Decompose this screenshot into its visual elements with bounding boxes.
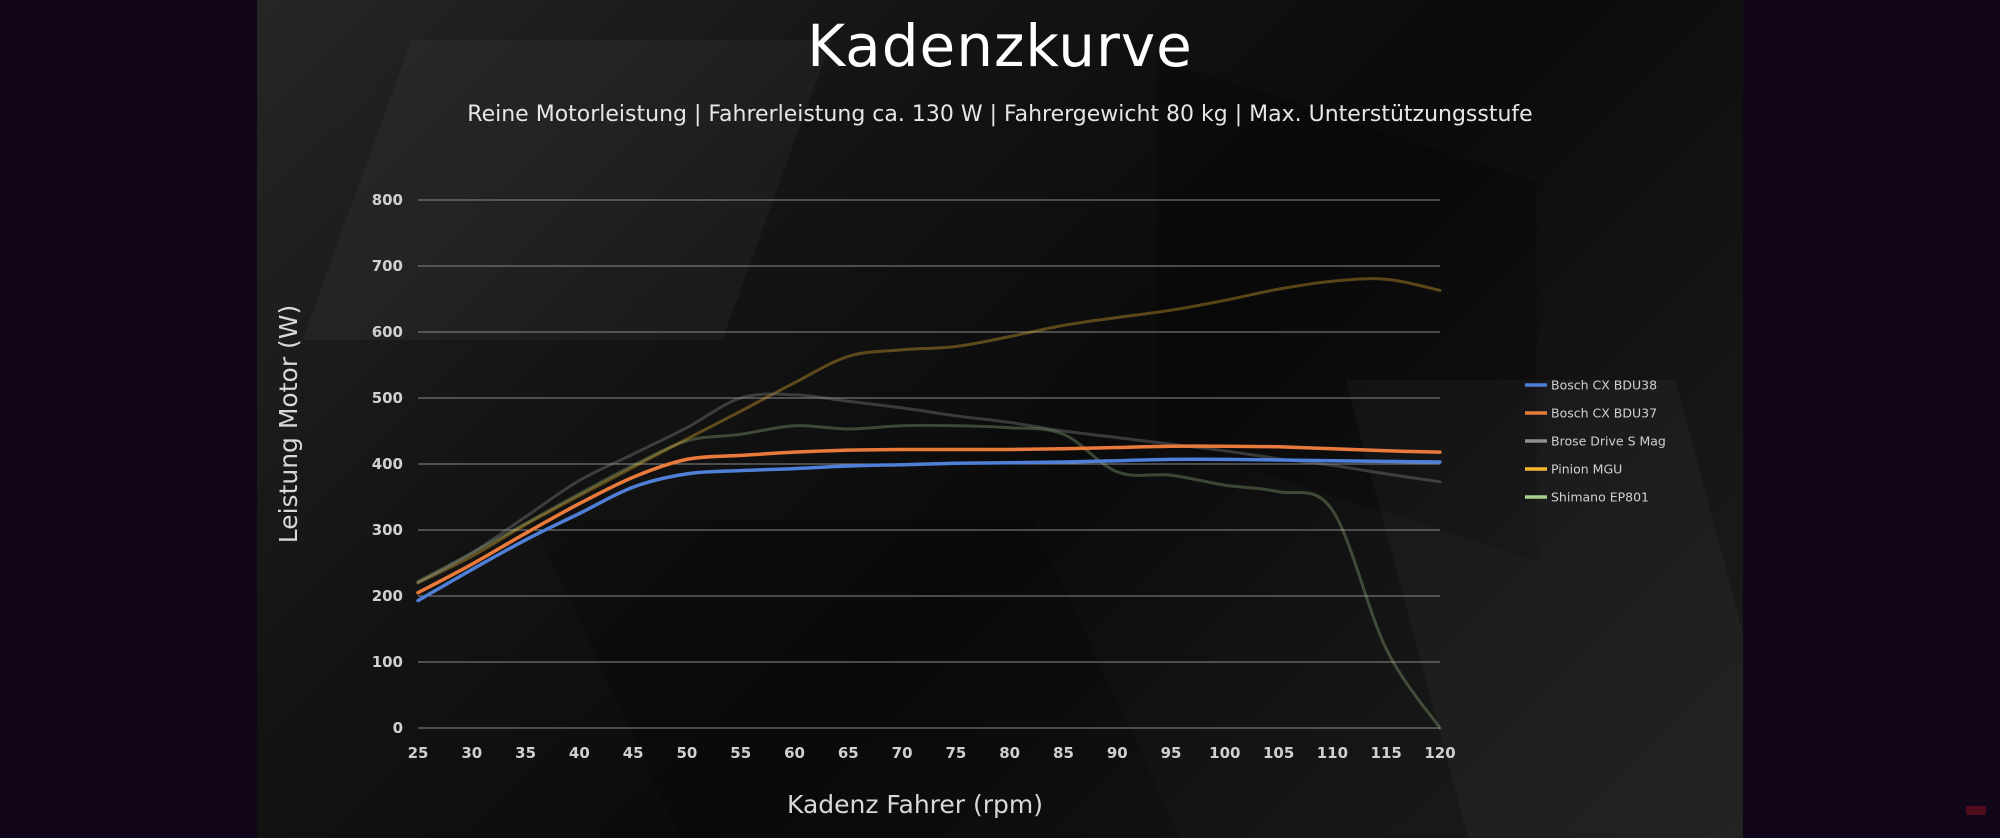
x-tick-label: 65 <box>838 744 859 762</box>
x-tick-label: 85 <box>1053 744 1074 762</box>
grid-lines <box>418 199 1440 729</box>
x-tick-label: 55 <box>730 744 751 762</box>
x-tick-label: 105 <box>1263 744 1294 762</box>
y-tick-label: 500 <box>372 389 403 407</box>
x-tick-labels: 25 30 35 40 45 50 55 60 65 70 75 80 85 90 95 100 105 110 1… <box>408 744 1456 762</box>
series-line-shimano-ep801 <box>416 423 1442 730</box>
x-tick-label: 120 <box>1424 744 1455 762</box>
x-tick-label: 45 <box>623 744 644 762</box>
legend: Bosch CX BDU38 Bosch CX BDU37 Brose Drive … <box>1525 378 1666 505</box>
y-tick-label: 300 <box>372 521 403 539</box>
legend-entry: Pinion MGU <box>1551 462 1622 477</box>
x-tick-label: 100 <box>1209 744 1240 762</box>
y-tick-labels: 0 100 200 300 400 500 600 700 800 <box>372 191 403 737</box>
y-tick-label: 700 <box>372 257 403 275</box>
x-tick-label: 40 <box>569 744 590 762</box>
x-axis-label: Kadenz Fahrer (rpm) <box>787 790 1043 819</box>
series-lines <box>416 277 1442 730</box>
x-tick-label: 30 <box>461 744 482 762</box>
chart-slide: Kadenzkurve Reine Motorleistung | Fahrer… <box>257 0 1743 838</box>
x-tick-label: 35 <box>515 744 536 762</box>
y-tick-label: 200 <box>372 587 403 605</box>
legend-entry: Shimano EP801 <box>1551 490 1649 505</box>
x-tick-label: 115 <box>1371 744 1402 762</box>
series-line-bosch-cx-bdu37 <box>416 444 1442 595</box>
x-tick-label: 110 <box>1317 744 1348 762</box>
x-tick-label: 50 <box>677 744 698 762</box>
x-tick-label: 75 <box>945 744 966 762</box>
y-tick-label: 600 <box>372 323 403 341</box>
x-tick-label: 80 <box>999 744 1020 762</box>
y-tick-label: 400 <box>372 455 403 473</box>
legend-entry: Brose Drive S Mag <box>1551 434 1666 449</box>
x-tick-label: 25 <box>408 744 429 762</box>
x-tick-label: 90 <box>1107 744 1128 762</box>
y-tick-label: 800 <box>372 191 403 209</box>
legend-entry: Bosch CX BDU37 <box>1551 406 1657 421</box>
corner-logo <box>1966 806 1986 815</box>
legend-entry: Bosch CX BDU38 <box>1551 378 1657 393</box>
x-tick-label: 70 <box>892 744 913 762</box>
x-tick-label: 60 <box>784 744 805 762</box>
y-tick-label: 100 <box>372 653 403 671</box>
chart-subtitle: Reine Motorleistung | Fahrerleistung ca.… <box>467 102 1533 127</box>
series-line-brose-drive-s-mag <box>416 392 1442 585</box>
y-axis-label: Leistung Motor (W) <box>274 305 303 544</box>
series-line-bosch-cx-bdu38 <box>416 457 1442 603</box>
chart-title: Kadenzkurve <box>807 12 1193 80</box>
y-tick-label: 0 <box>393 719 403 737</box>
line-chart: 0 100 200 300 400 500 600 700 800 25 30 35 40 45 50 55… <box>274 191 1666 819</box>
x-tick-label: 95 <box>1161 744 1182 762</box>
series-line-pinion-mgu <box>416 277 1442 585</box>
